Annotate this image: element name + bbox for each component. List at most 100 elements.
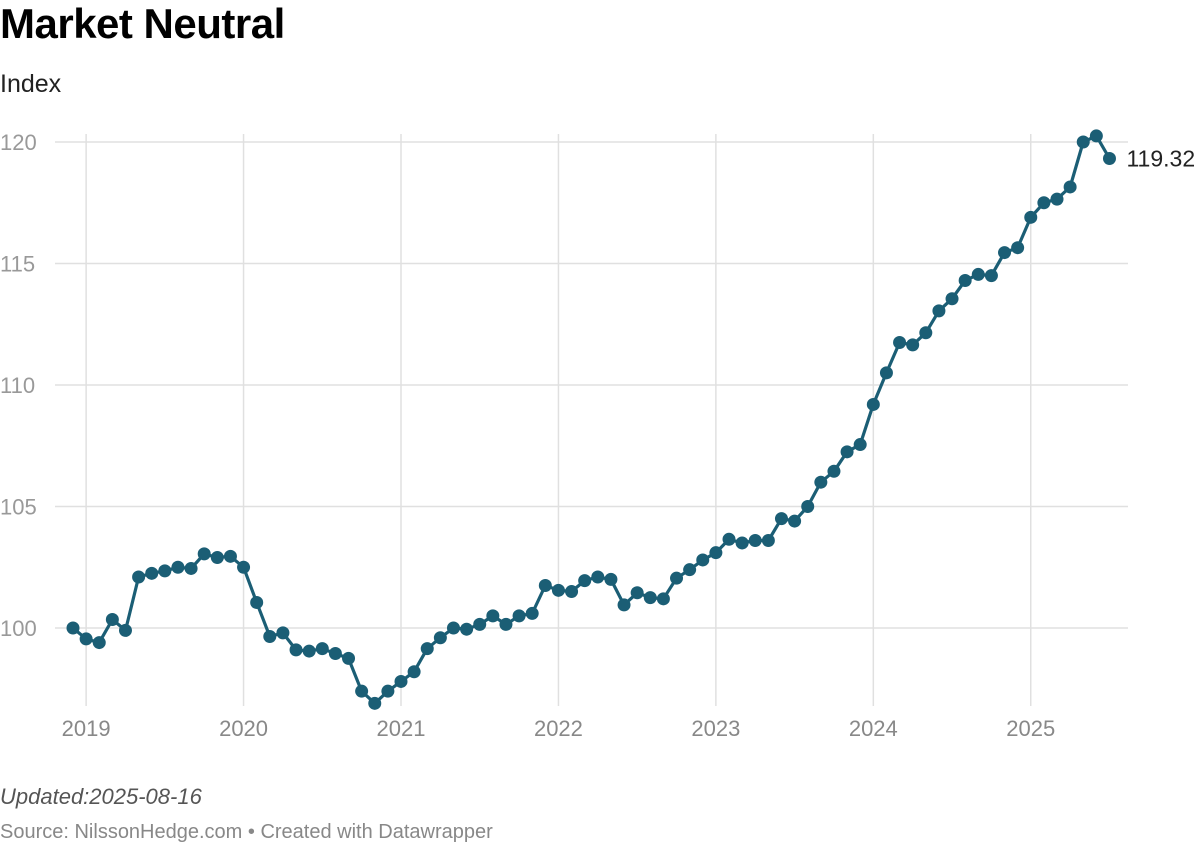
y-tick-label: 100 <box>0 616 37 641</box>
data-point <box>1102 152 1116 166</box>
x-tick-label: 2020 <box>219 716 268 741</box>
data-point <box>919 326 933 340</box>
data-point <box>866 397 880 411</box>
data-point <box>105 612 119 626</box>
data-point <box>604 572 618 586</box>
data-point <box>827 464 841 478</box>
data-point <box>79 632 93 646</box>
data-point <box>814 475 828 489</box>
data-point <box>223 549 237 563</box>
data-point <box>630 586 644 600</box>
y-tick-label: 105 <box>0 495 37 520</box>
data-point <box>1011 241 1025 255</box>
data-point <box>118 623 132 637</box>
data-point <box>525 606 539 620</box>
data-point <box>722 532 736 546</box>
y-tick-label: 110 <box>0 373 35 398</box>
x-tick-label: 2022 <box>534 716 583 741</box>
y-tick-label: 120 <box>0 130 37 155</box>
x-tick-label: 2021 <box>377 716 426 741</box>
data-point <box>460 622 474 636</box>
data-point <box>788 514 802 528</box>
data-point <box>420 642 434 656</box>
data-point <box>394 674 408 688</box>
data-point <box>578 574 592 588</box>
chart-subtitle: Index <box>0 70 62 98</box>
data-point <box>512 609 526 623</box>
data-point <box>92 636 106 650</box>
data-point <box>315 642 329 656</box>
data-point <box>132 570 146 584</box>
data-point <box>237 560 251 574</box>
data-point <box>893 335 907 349</box>
data-point <box>709 546 723 560</box>
data-point <box>761 534 775 548</box>
data-point <box>1063 180 1077 194</box>
series-line <box>71 134 1111 705</box>
data-point <box>932 304 946 318</box>
data-point <box>801 500 815 513</box>
y-axis-ticks: 100 105 110 115 120 <box>0 130 37 641</box>
data-point <box>683 563 697 577</box>
data-point <box>670 571 684 585</box>
x-tick-label: 2019 <box>62 716 111 741</box>
updated-note: Updated:2025-08-16 <box>0 784 202 809</box>
data-point <box>1050 192 1064 206</box>
data-point <box>984 269 998 283</box>
data-point <box>499 617 513 631</box>
data-point <box>971 267 985 281</box>
data-point <box>958 274 972 288</box>
data-point <box>171 560 185 574</box>
data-point <box>840 445 854 459</box>
line-chart: 100 105 110 115 120 2019 2020 2021 2022 2023 2024… <box>0 129 1195 741</box>
data-point <box>656 592 670 606</box>
data-point <box>853 438 867 452</box>
data-point <box>368 696 382 710</box>
data-point <box>617 598 631 612</box>
data-point <box>1024 210 1038 224</box>
data-point <box>735 536 749 550</box>
data-point <box>381 684 395 698</box>
data-point <box>1089 129 1103 143</box>
data-point <box>328 647 342 661</box>
source-note: Source: NilssonHedge.com • Created with … <box>0 821 493 843</box>
x-axis-ticks: 2019 2020 2021 2022 2023 2024 2025 <box>62 716 1056 741</box>
data-point <box>879 366 893 380</box>
grid-lines <box>55 134 1128 706</box>
x-tick-label: 2025 <box>1006 716 1055 741</box>
data-point <box>355 684 369 698</box>
data-point <box>289 643 303 657</box>
data-point <box>1076 135 1090 149</box>
data-point <box>486 609 500 623</box>
data-point <box>263 630 277 644</box>
data-point <box>551 583 565 597</box>
data-point <box>184 561 198 575</box>
data-point <box>276 626 290 640</box>
chart-title: Market Neutral <box>0 0 285 47</box>
data-point <box>250 595 264 609</box>
data-point <box>197 547 211 561</box>
data-point <box>446 621 460 635</box>
data-point <box>302 644 316 658</box>
data-point <box>433 631 447 645</box>
y-tick-label: 115 <box>0 252 35 277</box>
x-tick-label: 2024 <box>849 716 898 741</box>
data-point <box>473 617 487 631</box>
data-point <box>565 585 579 599</box>
data-point <box>591 570 605 584</box>
data-point <box>748 534 762 548</box>
data-point <box>643 591 657 605</box>
data-point <box>538 578 552 592</box>
data-point <box>774 512 788 526</box>
data-point <box>158 564 172 578</box>
data-point <box>945 292 959 306</box>
data-point <box>342 651 356 665</box>
data-point <box>1037 196 1051 210</box>
data-point <box>696 553 710 567</box>
data-point <box>66 621 80 635</box>
data-point <box>407 665 421 679</box>
x-tick-label: 2023 <box>691 716 740 741</box>
data-point <box>906 338 920 352</box>
data-point <box>210 551 224 565</box>
data-point <box>145 566 159 580</box>
